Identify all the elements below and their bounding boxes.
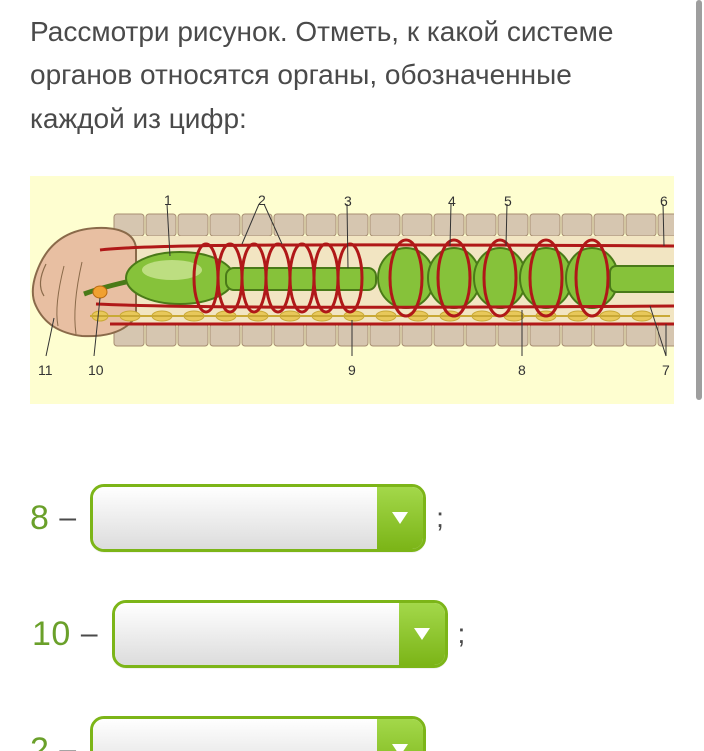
answer-dash: – (81, 617, 98, 651)
figure-label-1: 1 (164, 192, 172, 208)
page-root: Рассмотри рисунок. Отметь, к какой систе… (0, 0, 704, 751)
answer-number: 8 (30, 499, 49, 538)
question-prompt: Рассмотри рисунок. Отметь, к какой систе… (30, 10, 674, 140)
figure-label-4: 4 (448, 193, 456, 209)
answer-row-10: 10 – ; (32, 600, 674, 668)
chevron-down-icon[interactable] (377, 719, 423, 751)
figure-label-7: 7 (662, 362, 670, 378)
scrollbar-thumb[interactable] (696, 0, 702, 400)
diagram-figure: 1 2 3 4 5 6 11 10 9 8 7 (30, 176, 674, 404)
figure-label-11: 11 (38, 362, 53, 378)
figure-label-6: 6 (660, 193, 668, 209)
dropdown-body[interactable] (93, 487, 377, 549)
answer-row-2: 2 – . (30, 716, 674, 751)
answer-number: 2 (30, 731, 49, 751)
answer-number: 10 (32, 615, 71, 654)
figure-label-10: 10 (88, 362, 104, 378)
answer-dropdown-8[interactable] (90, 484, 426, 552)
figure-label-3: 3 (344, 193, 352, 209)
figure-label-5: 5 (504, 193, 512, 209)
dropdown-body[interactable] (93, 719, 377, 751)
answer-row-8: 8 – ; (30, 484, 674, 552)
brain-ganglion (93, 286, 107, 298)
answer-dash: – (59, 733, 76, 751)
dropdown-body[interactable] (115, 603, 399, 665)
answer-dropdown-10[interactable] (112, 600, 448, 668)
answer-punct: ; (458, 618, 466, 650)
chevron-down-icon[interactable] (399, 603, 445, 665)
answer-punct: ; (436, 502, 444, 534)
answer-punct: . (436, 734, 444, 751)
figure-label-2: 2 (258, 192, 266, 208)
answer-dropdown-2[interactable] (90, 716, 426, 751)
scrollbar[interactable] (694, 0, 704, 751)
answer-dash: – (59, 501, 76, 535)
chevron-down-icon[interactable] (377, 487, 423, 549)
figure-label-8: 8 (518, 362, 526, 378)
figure-label-9: 9 (348, 362, 356, 378)
answers-section: 8 – ; 10 – ; 2 – (30, 484, 674, 751)
